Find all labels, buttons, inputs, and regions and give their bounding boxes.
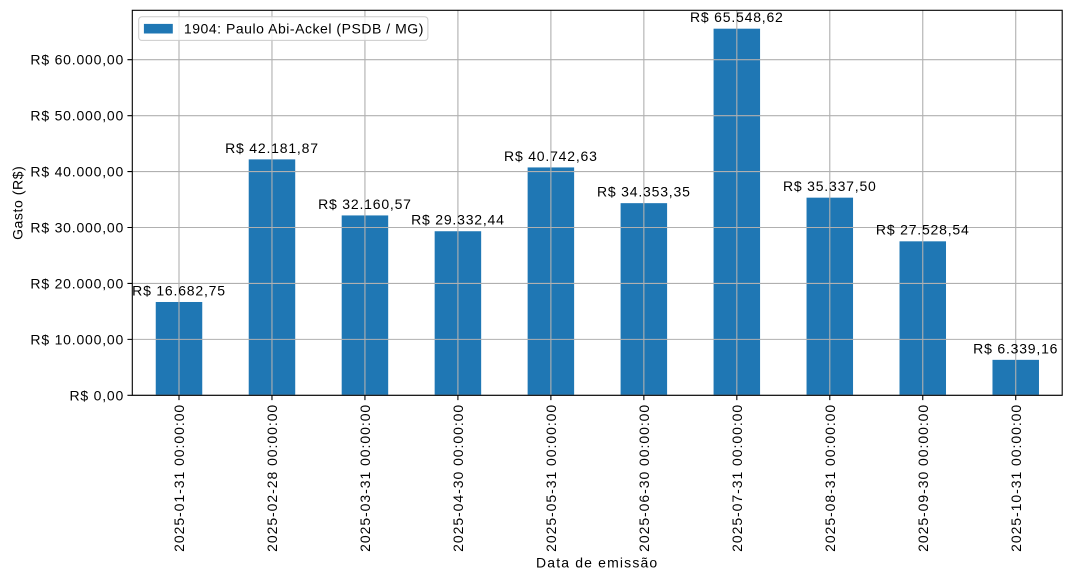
svg-text:2025-03-31 00:00:00: 2025-03-31 00:00:00 (357, 404, 373, 552)
svg-text:R$ 60.000,00: R$ 60.000,00 (30, 52, 124, 68)
svg-text:R$ 20.000,00: R$ 20.000,00 (30, 275, 124, 291)
svg-text:R$ 65.548,62: R$ 65.548,62 (690, 9, 784, 25)
svg-text:R$ 10.000,00: R$ 10.000,00 (30, 331, 124, 347)
svg-text:2025-06-30 00:00:00: 2025-06-30 00:00:00 (636, 404, 652, 552)
svg-text:R$ 30.000,00: R$ 30.000,00 (30, 220, 124, 236)
svg-text:R$ 16.682,75: R$ 16.682,75 (132, 282, 226, 298)
svg-text:2025-09-30 00:00:00: 2025-09-30 00:00:00 (915, 404, 931, 552)
svg-text:2025-01-31 00:00:00: 2025-01-31 00:00:00 (171, 404, 187, 552)
svg-text:R$ 40.000,00: R$ 40.000,00 (30, 164, 124, 180)
svg-text:2025-04-30 00:00:00: 2025-04-30 00:00:00 (450, 404, 466, 552)
svg-text:Gasto (R$): Gasto (R$) (10, 166, 26, 240)
svg-text:R$ 34.353,35: R$ 34.353,35 (597, 184, 691, 200)
svg-text:R$ 6.339,16: R$ 6.339,16 (973, 340, 1058, 356)
svg-text:R$ 35.337,50: R$ 35.337,50 (783, 178, 877, 194)
svg-text:2025-02-28 00:00:00: 2025-02-28 00:00:00 (264, 404, 280, 552)
svg-text:R$ 27.528,54: R$ 27.528,54 (876, 222, 970, 238)
svg-text:Data de emissão: Data de emissão (536, 555, 658, 571)
svg-text:R$ 32.160,57: R$ 32.160,57 (318, 196, 412, 212)
svg-text:R$ 50.000,00: R$ 50.000,00 (30, 108, 124, 124)
svg-text:2025-10-31 00:00:00: 2025-10-31 00:00:00 (1008, 404, 1024, 552)
svg-text:R$ 0,00: R$ 0,00 (69, 387, 124, 403)
svg-text:2025-05-31 00:00:00: 2025-05-31 00:00:00 (543, 404, 559, 552)
svg-text:2025-07-31 00:00:00: 2025-07-31 00:00:00 (729, 404, 745, 552)
svg-text:2025-08-31 00:00:00: 2025-08-31 00:00:00 (822, 404, 838, 552)
svg-text:R$ 42.181,87: R$ 42.181,87 (225, 140, 319, 156)
svg-text:R$ 29.332,44: R$ 29.332,44 (411, 212, 505, 228)
svg-text:R$ 40.742,63: R$ 40.742,63 (504, 148, 598, 164)
svg-text:1904: Paulo Abi-Ackel (PSDB /: 1904: Paulo Abi-Ackel (PSDB / MG) (184, 21, 424, 37)
